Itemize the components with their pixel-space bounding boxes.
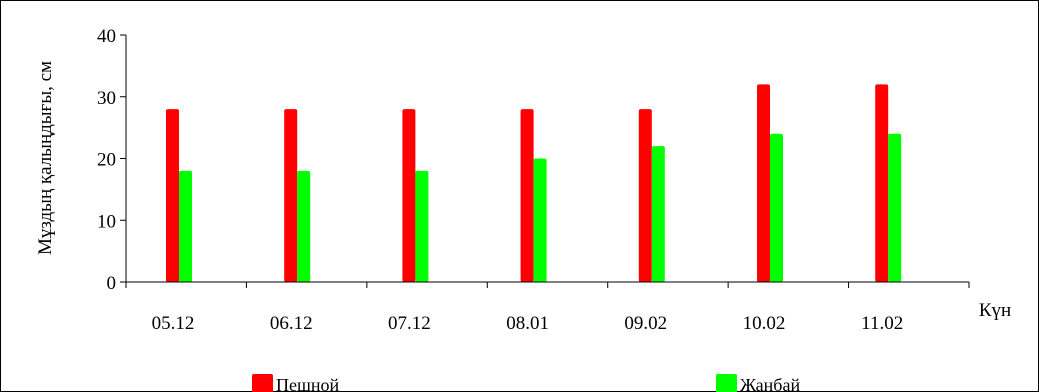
legend-swatch-жанбай (716, 374, 737, 392)
bar-zhanbai-11.02 (888, 133, 902, 282)
bar-zhanbai-08.01 (533, 158, 547, 282)
bar-zhanbai-07.12 (415, 170, 429, 282)
y-tick-label: 20 (97, 150, 116, 171)
y-tick-label: 0 (107, 273, 117, 294)
bar-peshnoi-10.02 (757, 84, 770, 283)
x-tick-label: 06.12 (270, 313, 313, 334)
bar-peshnoi-06.12 (284, 109, 298, 282)
bar-zhanbai-10.02 (770, 133, 783, 282)
x-tick-label: 11.02 (861, 313, 903, 334)
legend: Пешной Жанбай (252, 374, 800, 392)
legend-swatch-пешной (252, 374, 273, 392)
x-tick-label: 09.02 (624, 313, 667, 334)
y-tick-label: 30 (97, 88, 116, 109)
bar-peshnoi-11.02 (875, 84, 889, 283)
x-axis-label: Күн (979, 300, 1011, 321)
axes-group (125, 35, 969, 283)
y-ticks-group: 0 10 20 30 40 (97, 26, 126, 294)
x-tick-label: 07.12 (388, 313, 431, 334)
legend-label-пешной: Пешной (276, 375, 339, 392)
bar-zhanbai-06.12 (297, 170, 311, 282)
bar-peshnoi-07.12 (402, 109, 416, 282)
bar-zhanbai-09.02 (651, 146, 665, 282)
bars-group (166, 84, 902, 283)
x-ticks-group: 05.12 06.12 07.12 08.01 09.02 10.02 11.02 (125, 282, 970, 334)
x-tick-label: 05.12 (152, 313, 195, 334)
x-tick-label: 08.01 (506, 313, 549, 334)
y-axis-label: Мұздың қалыңдығы, см (35, 61, 56, 255)
x-tick-label: 10.02 (743, 313, 786, 334)
y-tick-label: 40 (97, 26, 116, 47)
bar-peshnoi-05.12 (166, 109, 179, 282)
y-tick-label: 10 (97, 211, 116, 232)
bar-peshnoi-09.02 (638, 109, 652, 282)
bar-peshnoi-08.01 (520, 109, 534, 282)
bar-zhanbai-05.12 (179, 170, 192, 282)
legend-label-жанбай: Жанбай (740, 375, 800, 392)
